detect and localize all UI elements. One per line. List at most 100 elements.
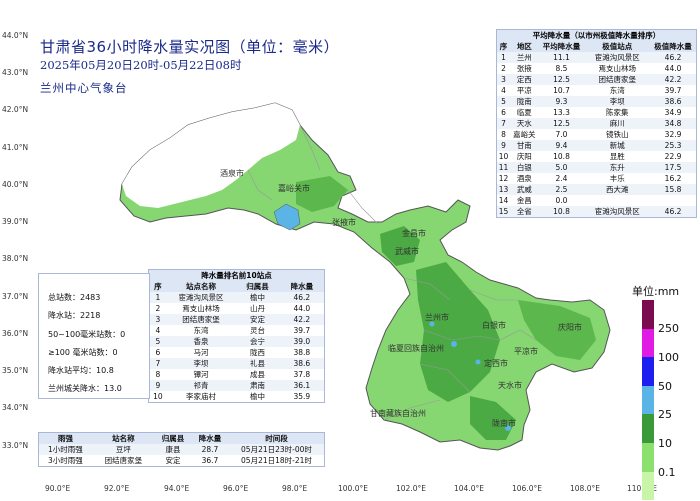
legend-label: 25 <box>658 408 672 421</box>
table-cell: 6 <box>501 108 506 117</box>
column-header: 时间段 <box>228 433 324 444</box>
table-cell: 成县 <box>250 370 266 379</box>
table-cell: 临夏 <box>516 108 532 117</box>
table-row: 12 酒泉 2.4 丰乐 16.2 <box>497 173 696 184</box>
table-cell: 5.0 <box>538 162 585 173</box>
city-label-gannan: 甘南藏族自治州 <box>370 409 426 418</box>
blue-spot <box>451 341 457 347</box>
city-label-zhangye: 张掖市 <box>332 218 356 227</box>
table-cell: 天水 <box>510 118 539 129</box>
table-cell: 宦滩沟风景区 <box>166 292 236 303</box>
table-cell: 团结唐家堡 <box>166 314 236 325</box>
table-cell: 0.0 <box>555 196 568 205</box>
table-cell: 2.5 <box>538 184 585 195</box>
table-cell: 安定 <box>235 314 280 325</box>
column-header: 序 <box>497 41 511 52</box>
table-cell: 焉支山林场 <box>182 304 220 313</box>
station-stats: 总站数：2483 降水站：2218 50~100毫米站数：0 ≥100 毫米站数… <box>38 273 150 399</box>
legend-swatch <box>642 328 654 358</box>
table-row: 6 临夏 13.3 陈家集 34.9 <box>497 107 696 118</box>
table-row: 10 庆阳 10.8 显胜 22.9 <box>497 151 696 162</box>
column-header: 地区 <box>510 41 539 52</box>
table-cell: 14 <box>498 196 509 205</box>
table-cell: 44.0 <box>293 304 311 313</box>
table-cell: 会宁 <box>235 336 280 347</box>
table-cell: 肃南 <box>235 380 280 391</box>
table-cell: 44.0 <box>664 64 682 73</box>
legend-label: 10 <box>658 437 672 450</box>
table-row: 1 宦滩沟风景区 榆中 46.2 <box>149 292 324 303</box>
table-cell: 1小时雨强 <box>39 444 92 455</box>
table-cell: 兰州 <box>510 52 539 63</box>
table-cell: 酒泉 <box>516 174 532 183</box>
table-cell: 5 <box>149 336 167 347</box>
table-cell: 显胜 <box>609 152 625 161</box>
table-cell: 山丹 <box>250 304 266 313</box>
legend-label: 0.1 <box>658 466 676 479</box>
table-cell <box>584 195 650 206</box>
rain-intensity-table: 雨强 站名称 归属县 降水量 时间段 1小时雨强 豆坪 康县 28.7 05月21日23… <box>38 432 325 467</box>
table-row: 3小时雨强 团结唐家堡 安定 36.7 05月21日18时-21时 <box>39 455 324 466</box>
table-row: 5 香泉 会宁 39.0 <box>149 336 324 347</box>
table-cell: 焉支山林场 <box>598 64 637 73</box>
table-cell: 1 <box>497 52 511 63</box>
color-legend <box>642 300 654 501</box>
heavier-rain-patch <box>518 300 596 360</box>
table-cell: 定西 <box>510 74 539 85</box>
table-cell: 6 <box>155 348 161 357</box>
table-cell: 李家庙村 <box>186 392 217 401</box>
table-cell: 15 <box>497 206 511 217</box>
lon-label: 94.0°E <box>164 484 190 493</box>
city-label-jiayuguan: 嘉峪关市 <box>278 184 310 193</box>
table-cell: 9 <box>497 140 511 151</box>
table-cell: 康县 <box>155 444 191 455</box>
table-cell: 10.8 <box>538 206 585 217</box>
table-cell: 17.5 <box>650 162 696 173</box>
stat-lanzhou: 兰州城关降水：13.0 <box>48 384 122 393</box>
table-cell: 白银 <box>510 162 539 173</box>
column-header: 站点名称 <box>166 281 236 292</box>
table-cell: 李坝 <box>166 358 236 369</box>
table-cell: 36.7 <box>201 456 219 465</box>
table-cell: 宦滩沟风景区 <box>584 52 651 63</box>
table-cell: 2 <box>155 304 161 313</box>
table-row: 15 全省 10.8 宦滩沟风景区 46.2 <box>497 206 696 217</box>
table-cell: 4 <box>155 326 161 335</box>
table-row: 10 李家庙村 榆中 35.9 <box>149 391 324 402</box>
legend-label: 50 <box>658 380 672 393</box>
table-cell: 东湾 <box>193 326 209 335</box>
table-cell: 陇南 <box>510 96 539 107</box>
table-cell: 5 <box>497 96 511 107</box>
table-row: 6 马河 陇西 38.8 <box>149 347 324 358</box>
table-cell: 1 <box>149 292 167 303</box>
table-cell: 麻川 <box>584 118 651 129</box>
city-label-lanzhou: 兰州市 <box>425 313 449 322</box>
lat-label: 34.0°N <box>2 403 29 412</box>
city-label-baiyin: 白银市 <box>482 321 506 330</box>
table-cell: 榆中 <box>250 392 266 401</box>
column-header: 归属县 <box>235 281 280 292</box>
table-cell: 22.9 <box>664 152 682 161</box>
table-cell: 25.3 <box>650 140 696 151</box>
lon-label: 108.0°E <box>570 484 600 493</box>
lon-label: 92.0°E <box>104 484 130 493</box>
stat-50-100: 50~100毫米站数：0 <box>48 330 126 339</box>
table-cell: 10 <box>153 392 163 401</box>
lon-label: 90.0°E <box>45 484 71 493</box>
legend-label: 100 <box>658 351 679 364</box>
legend-swatch <box>642 385 654 415</box>
average-precip-table: 平均降水量（以市州极值降水量排序） 序 地区 平均降水量 极值站点 极值降水量 … <box>496 29 697 218</box>
legend-swatch <box>642 414 654 443</box>
table-cell: 11.1 <box>538 52 585 63</box>
table-cell: 陇西 <box>250 348 266 357</box>
table-row: 11 白银 5.0 东升 17.5 <box>497 162 696 173</box>
table-cell: 甘南 <box>510 140 539 151</box>
table-row: 1 兰州 11.1 宦滩沟风景区 46.2 <box>497 52 696 63</box>
lat-label: 44.0°N <box>2 31 29 40</box>
table-cell: 13.3 <box>553 108 570 117</box>
table-row: 4 东湾 灵台 39.7 <box>149 325 324 336</box>
table-cell: 安定 <box>165 456 181 465</box>
table-row: 14 金昌 0.0 <box>497 195 696 206</box>
table-cell: 东湾 <box>609 86 625 95</box>
column-header: 站名称 <box>91 433 156 444</box>
